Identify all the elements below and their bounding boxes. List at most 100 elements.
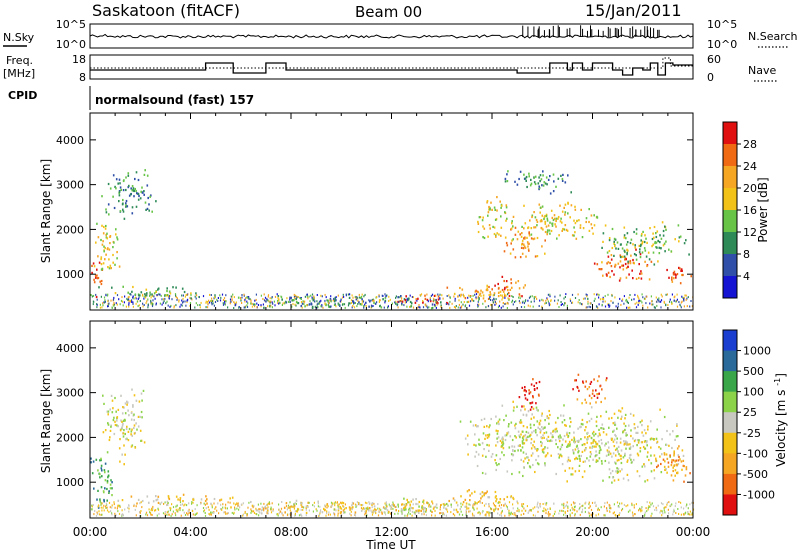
heatmap-cell <box>317 502 319 505</box>
heatmap-cell <box>623 503 625 506</box>
x-tick-label: 12:00 <box>374 525 409 539</box>
heatmap-cell <box>469 494 471 497</box>
heatmap-cell <box>366 508 368 511</box>
heatmap-cell <box>128 184 130 187</box>
heatmap-cell <box>659 241 661 244</box>
heatmap-cell <box>670 464 673 467</box>
heatmap-cell <box>656 300 658 303</box>
heatmap-cell <box>442 297 444 300</box>
heatmap-cell <box>539 428 541 431</box>
heatmap-cell <box>317 505 319 508</box>
heatmap-cell <box>384 502 386 505</box>
heatmap-cell <box>588 305 590 308</box>
heatmap-cell <box>602 296 604 299</box>
heatmap-cell <box>625 505 627 508</box>
heatmap-cell <box>504 236 507 239</box>
heatmap-cell <box>214 296 216 299</box>
heatmap-cell <box>121 514 123 517</box>
heatmap-cell <box>465 509 467 512</box>
heatmap-cell <box>467 300 470 303</box>
heatmap-cell <box>589 306 592 309</box>
heatmap-cell <box>653 236 655 239</box>
heatmap-cell <box>412 498 414 501</box>
heatmap-cell <box>334 514 336 517</box>
heatmap-cell <box>143 190 145 193</box>
heatmap-cell <box>412 503 414 506</box>
heatmap-cell <box>330 501 333 504</box>
heatmap-cell <box>501 204 503 207</box>
heatmap-cell <box>106 232 108 235</box>
heatmap-cell <box>277 299 279 302</box>
colorbar-segment <box>723 412 737 434</box>
y-tick-label: 2000 <box>56 223 84 236</box>
heatmap-cell <box>538 421 541 425</box>
heatmap-cell <box>313 295 315 298</box>
heatmap-cell <box>371 511 373 514</box>
heatmap-cell <box>311 293 314 296</box>
heatmap-cell <box>585 217 588 220</box>
heatmap-cell <box>681 273 683 277</box>
heatmap-cell <box>100 506 102 509</box>
heatmap-cell <box>598 451 601 455</box>
heatmap-cell <box>641 232 643 236</box>
heatmap-cell <box>611 270 613 273</box>
heatmap-cell <box>158 293 160 296</box>
heatmap-cell <box>139 511 141 513</box>
heatmap-cell <box>267 294 270 297</box>
heatmap-cell <box>639 508 641 511</box>
heatmap-cell <box>329 513 331 516</box>
heatmap-cell <box>512 507 514 510</box>
heatmap-cell <box>568 432 571 435</box>
heatmap-cell <box>640 243 642 246</box>
heatmap-cell <box>505 206 508 209</box>
heatmap-cell <box>124 508 126 511</box>
heatmap-cell <box>510 513 512 516</box>
heatmap-cell <box>443 504 445 507</box>
heatmap-cell <box>569 443 571 446</box>
heatmap-cell <box>581 450 584 453</box>
heatmap-cell <box>291 299 294 302</box>
heatmap-cell <box>476 425 478 428</box>
heatmap-cell <box>449 306 451 309</box>
heatmap-cell <box>364 293 366 296</box>
heatmap-cell <box>238 306 240 309</box>
heatmap-cell <box>527 410 530 413</box>
heatmap-cell <box>120 419 122 422</box>
heatmap-cell <box>355 504 358 507</box>
heatmap-cell <box>679 282 682 285</box>
heatmap-cell <box>663 242 666 245</box>
heatmap-cell <box>681 300 683 303</box>
heatmap-cell <box>653 438 655 441</box>
heatmap-cell <box>571 293 574 296</box>
heatmap-cell <box>587 437 589 441</box>
heatmap-cell <box>422 301 424 304</box>
heatmap-cell <box>535 431 537 434</box>
heatmap-cell <box>119 460 121 463</box>
heatmap-cell <box>638 263 640 266</box>
heatmap-cell <box>680 506 682 509</box>
heatmap-cell <box>511 459 513 462</box>
heatmap-cell <box>491 453 494 456</box>
heatmap-cell <box>565 228 568 231</box>
heatmap-cell <box>546 502 548 505</box>
heatmap-cell <box>495 507 497 510</box>
heatmap-cell <box>476 502 478 505</box>
heatmap-cell <box>646 479 649 482</box>
heatmap-cell <box>395 302 397 305</box>
heatmap-cell <box>676 305 679 308</box>
heatmap-cell <box>651 303 653 306</box>
heatmap-cell <box>564 469 566 472</box>
heatmap-cell <box>276 513 278 516</box>
heatmap-cell <box>407 298 410 301</box>
heatmap-cell <box>626 473 629 476</box>
heatmap-cell <box>601 442 603 445</box>
heatmap-cell <box>577 450 580 453</box>
heatmap-cell <box>549 413 551 417</box>
heatmap-cell <box>187 510 189 513</box>
heatmap-cell <box>361 295 363 298</box>
heatmap-cell <box>532 305 534 308</box>
heatmap-cell <box>629 306 631 309</box>
heatmap-cell <box>103 245 105 248</box>
heatmap-cell <box>471 299 474 302</box>
heatmap-cell <box>545 503 547 506</box>
